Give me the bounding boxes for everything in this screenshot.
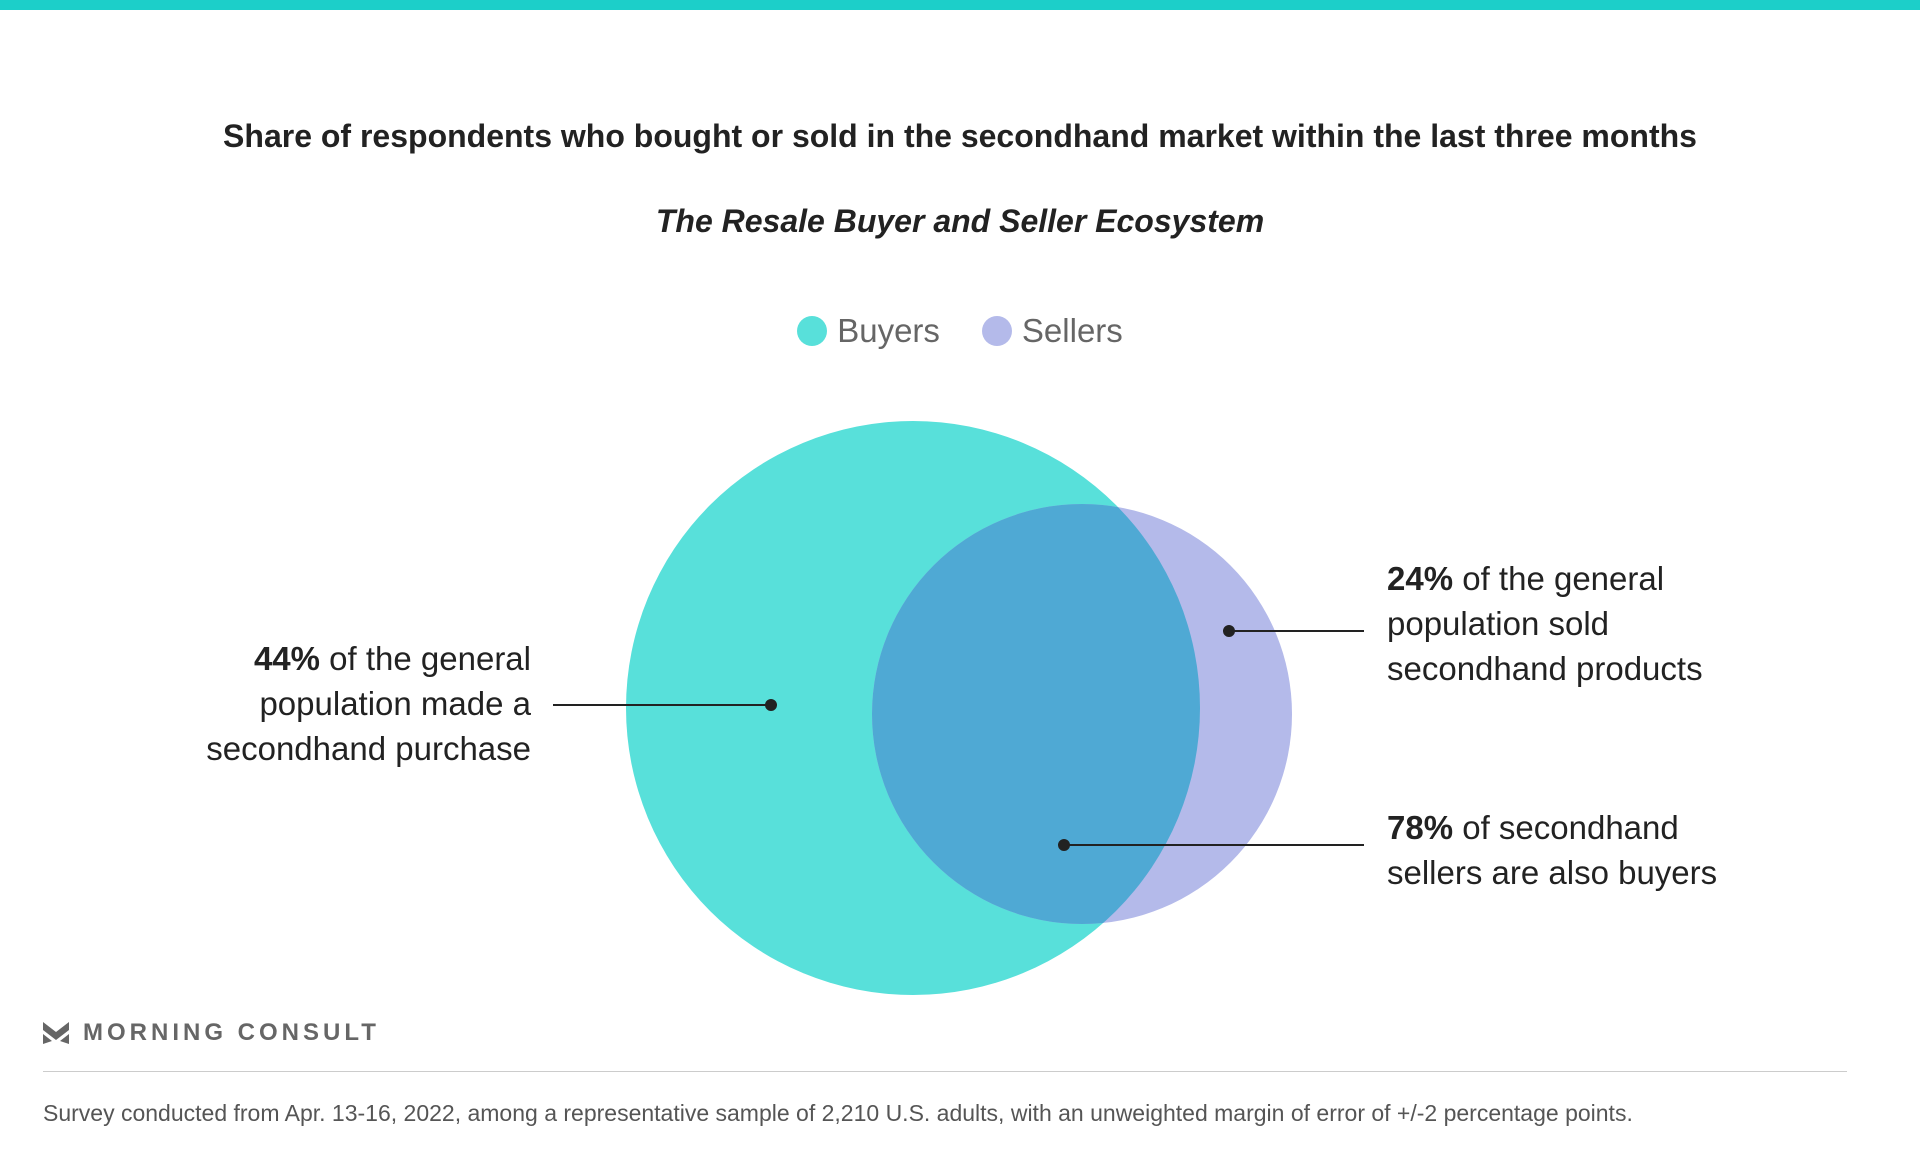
chart-title: Share of respondents who bought or sold …	[223, 118, 1697, 154]
sellers-annotation: 24% of the general population sold secon…	[1387, 556, 1807, 691]
legend-item-sellers: Sellers	[981, 312, 1123, 350]
buyers-text-3: secondhand purchase	[206, 730, 531, 767]
legend-swatch-sellers	[981, 316, 1012, 346]
legend-item-buyers: Buyers	[797, 312, 940, 350]
brand-name: MORNING CONSULT	[83, 1019, 380, 1046]
buyers-annotation: 44% of the general population made a sec…	[111, 636, 531, 771]
buyers-text-1: of the general	[320, 640, 531, 677]
sellers-text-1: of the general	[1453, 560, 1665, 597]
logo-mark-icon	[43, 1022, 69, 1044]
morning-consult-logo: MORNING CONSULT	[43, 1019, 380, 1047]
buyers-leader-dot	[765, 699, 777, 711]
legend-swatch-buyers	[797, 316, 828, 346]
footer-note: Survey conducted from Apr. 13-16, 2022, …	[43, 1100, 1633, 1126]
legend-label-buyers: Buyers	[837, 312, 940, 349]
sellers-text-3: secondhand products	[1387, 650, 1703, 687]
legend-label-sellers: Sellers	[1021, 312, 1123, 349]
buyers-pct: 44%	[253, 640, 320, 677]
sellers-leader-dot	[1223, 625, 1235, 637]
sellers-pct: 24%	[1387, 560, 1454, 597]
top-accent-bar	[0, 0, 1920, 10]
legend: Buyers Sellers	[0, 312, 1920, 350]
footer-divider	[43, 1071, 1847, 1072]
buyers-text-2: population made a	[259, 685, 531, 722]
chart-subtitle: The Resale Buyer and Seller Ecosystem	[655, 203, 1265, 239]
overlap-text-1: of secondhand	[1453, 809, 1679, 846]
sellers-text-2: population sold	[1387, 605, 1610, 642]
overlap-text-2: sellers are also buyers	[1387, 854, 1718, 891]
overlap-leader-dot	[1058, 839, 1070, 851]
overlap-pct: 78%	[1387, 809, 1454, 846]
overlap-annotation: 78% of secondhand sellers are also buyer…	[1387, 805, 1807, 895]
